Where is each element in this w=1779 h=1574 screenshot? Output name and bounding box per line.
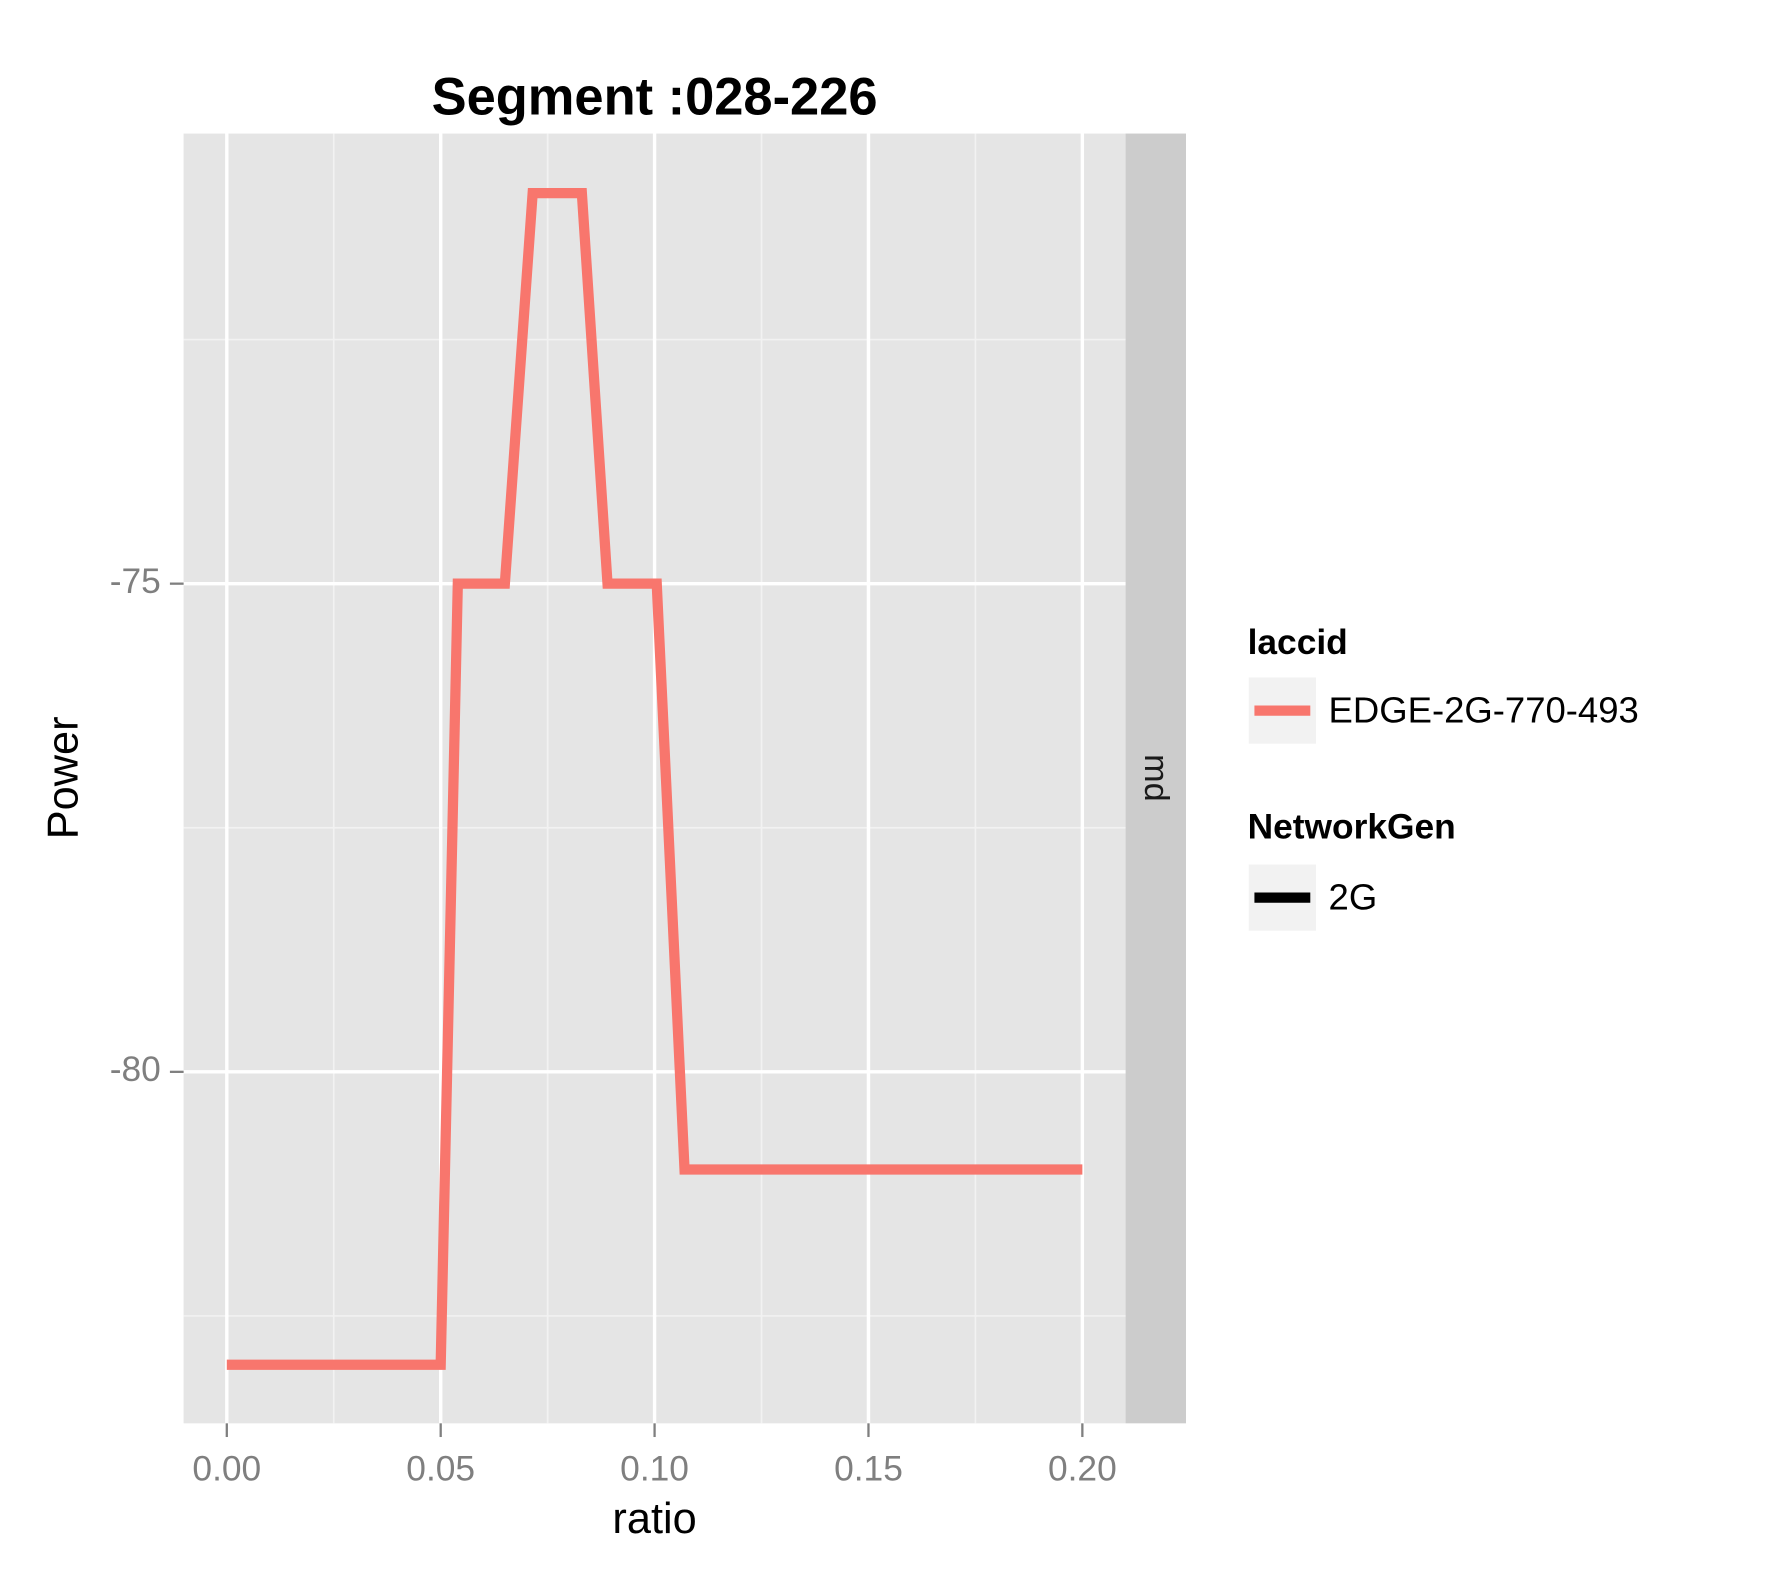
facet-strip xyxy=(1125,133,1186,1424)
data-line xyxy=(226,187,1083,1370)
legend-title: NetworkGen xyxy=(1248,808,1456,847)
y-tick-label: -80 xyxy=(110,1050,161,1089)
x-tick-label: 0.05 xyxy=(406,1450,475,1489)
x-tick-label: 0.20 xyxy=(1048,1450,1117,1489)
chart-title: Segment :028-226 xyxy=(432,68,878,126)
y-axis-title: Power xyxy=(40,716,88,839)
legend-label: EDGE-2G-770-493 xyxy=(1329,690,1639,731)
legend-title: laccid xyxy=(1248,623,1348,662)
x-tick-label: 0.00 xyxy=(192,1450,261,1489)
legend-label: 2G xyxy=(1329,877,1378,918)
facet-label: md xyxy=(1137,754,1175,802)
y-tick-label: -75 xyxy=(110,562,161,601)
x-tick-label: 0.10 xyxy=(620,1450,689,1489)
x-axis-title: ratio xyxy=(612,1495,696,1543)
x-tick-label: 0.15 xyxy=(834,1450,903,1489)
